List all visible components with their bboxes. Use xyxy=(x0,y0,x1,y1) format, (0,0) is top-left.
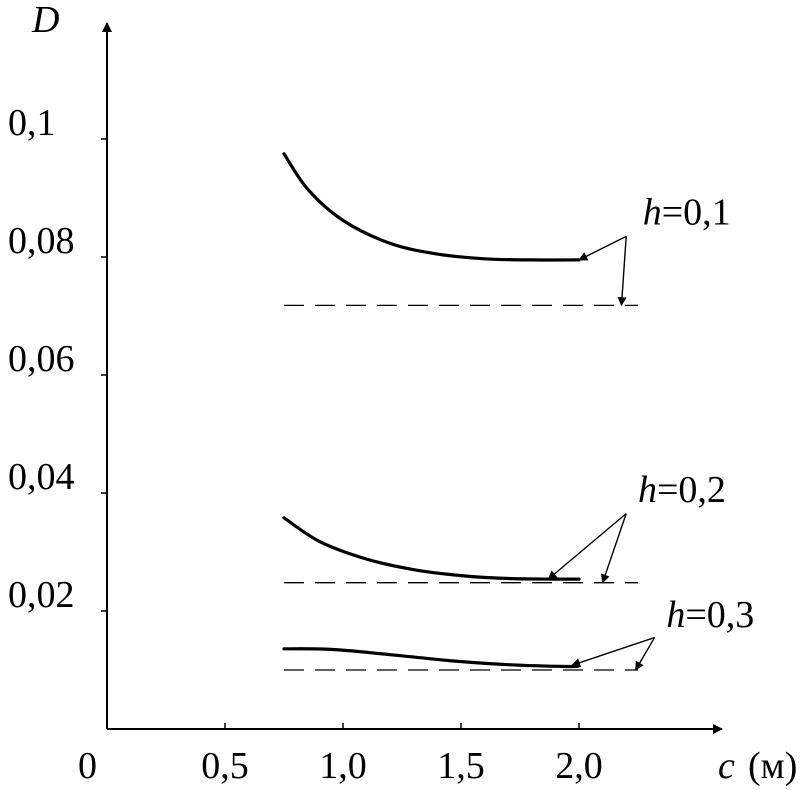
curve-0 xyxy=(282,152,581,262)
annotation-var-2: h xyxy=(666,594,685,636)
x-tick-label-3: 2,0 xyxy=(555,745,603,787)
curve-4 xyxy=(282,647,581,669)
y-tick-label-2: 0,06 xyxy=(8,338,75,380)
annotation-label-0: h=0,1 xyxy=(643,192,731,234)
y-tick-label-1: 0,04 xyxy=(8,456,75,498)
annotation-arrow-0-0 xyxy=(578,235,627,261)
annotation-value-0: =0,1 xyxy=(662,192,731,234)
series-layer xyxy=(282,152,638,671)
curve-2 xyxy=(282,516,581,581)
y-axis-title: D xyxy=(31,0,59,41)
annotation-value-2: =0,3 xyxy=(685,594,754,636)
annotation-layer: h=0,1h=0,2h=0,3 xyxy=(547,192,754,671)
x-axis-title: c xyxy=(718,745,735,787)
axes: D c (м) 0 xyxy=(31,0,797,787)
x-axis-unit: (м) xyxy=(748,745,797,787)
annotation-value-1: =0,2 xyxy=(657,469,726,511)
annotation-var-0: h xyxy=(643,192,662,234)
annotation-arrow-2-1 xyxy=(635,637,656,671)
annotation-arrow-1-1 xyxy=(600,513,627,584)
y-tick-label-0: 0,02 xyxy=(8,574,75,616)
ticks: 0,02 0,04 0,06 0,08 0,1 0,5 1,0 1,5 2,0 xyxy=(8,102,603,787)
annotation-arrow-0-1 xyxy=(617,236,627,307)
x-tick-label-0: 0,5 xyxy=(201,745,249,787)
x-tick-label-2: 1,5 xyxy=(437,745,485,787)
y-tick-label-4: 0,1 xyxy=(8,102,56,144)
x-tick-label-1: 1,0 xyxy=(319,745,367,787)
annotation-label-2: h=0,3 xyxy=(666,594,754,636)
y-tick-label-3: 0,08 xyxy=(8,220,75,262)
annotation-label-1: h=0,2 xyxy=(638,469,726,511)
annotation-var-1: h xyxy=(638,469,657,511)
annotation-arrow-1-0 xyxy=(547,513,627,580)
origin-label: 0 xyxy=(78,745,97,787)
annotation-arrow-2-0 xyxy=(571,636,655,667)
